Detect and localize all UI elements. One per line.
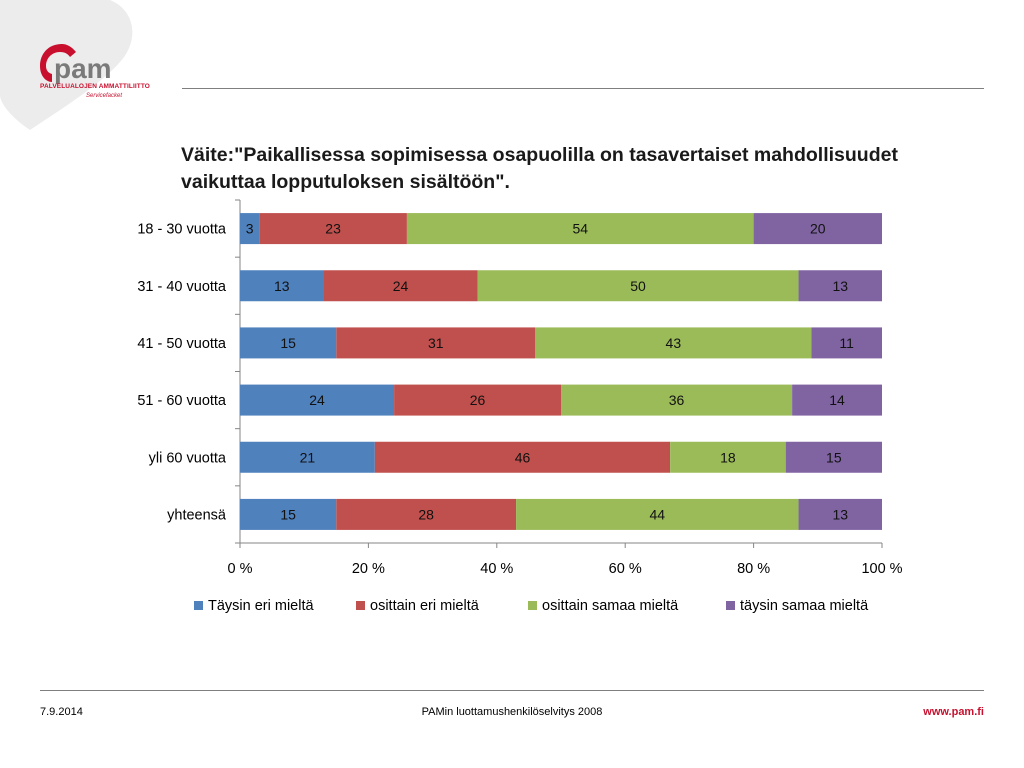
data-label: 15 <box>280 506 296 522</box>
data-label: 28 <box>418 506 434 522</box>
bar-segment <box>516 498 799 530</box>
legend-swatch <box>194 601 203 610</box>
data-label: 15 <box>826 449 842 465</box>
logo-org-sub: Servicefacket <box>86 93 123 99</box>
category-label: 18 - 30 vuotta <box>137 222 227 238</box>
data-label: 43 <box>666 335 682 351</box>
bar-segment <box>798 270 882 302</box>
bar-segment <box>374 441 671 473</box>
legend-label: osittain samaa mieltä <box>542 598 679 614</box>
bar-segment <box>785 441 882 473</box>
data-label: 54 <box>572 221 588 237</box>
x-tick-label: 40 % <box>480 561 513 577</box>
data-label: 21 <box>300 449 316 465</box>
bar-segment <box>259 213 407 245</box>
bar-segment <box>477 270 799 302</box>
footer-date: 7.9.2014 <box>40 706 83 718</box>
data-label: 44 <box>650 506 666 522</box>
category-label: yli 60 vuotta <box>149 450 227 466</box>
bar-segment <box>561 384 793 416</box>
bar-segment <box>240 384 395 416</box>
bar-segment <box>535 327 812 359</box>
x-tick-label: 20 % <box>352 561 385 577</box>
x-tick-label: 60 % <box>609 561 642 577</box>
data-label: 50 <box>630 278 646 294</box>
data-label: 15 <box>280 335 296 351</box>
bar-segment <box>323 270 478 302</box>
legend-swatch <box>356 601 365 610</box>
category-label: 31 - 40 vuotta <box>137 279 227 295</box>
legend-label: täysin samaa mieltä <box>740 598 869 614</box>
data-label: 13 <box>832 278 848 294</box>
bar-segment <box>798 498 882 530</box>
bar-segment <box>670 441 786 473</box>
bar-segment <box>336 498 517 530</box>
x-tick-label: 80 % <box>737 561 770 577</box>
bar-segment <box>394 384 561 416</box>
legend-swatch <box>528 601 537 610</box>
logo-background-shape <box>0 0 133 130</box>
data-label: 31 <box>428 335 444 351</box>
data-label: 36 <box>669 392 685 408</box>
data-label: 13 <box>832 506 848 522</box>
data-label: 24 <box>393 278 409 294</box>
bar-segment <box>240 327 337 359</box>
bar-segment <box>240 213 260 245</box>
data-label: 24 <box>309 392 325 408</box>
data-label: 11 <box>839 335 854 351</box>
data-label: 3 <box>246 221 254 237</box>
legend-label: osittain eri mieltä <box>370 598 480 614</box>
legend-label: Täysin eri mieltä <box>208 598 314 614</box>
data-label: 18 <box>720 449 736 465</box>
data-label: 46 <box>515 449 531 465</box>
data-label: 20 <box>810 221 826 237</box>
x-tick-label: 0 % <box>228 561 253 577</box>
bar-segment <box>792 384 882 416</box>
legend-swatch <box>726 601 735 610</box>
bar-segment <box>240 498 337 530</box>
data-label: 14 <box>829 392 845 408</box>
logo-text: pam <box>54 53 112 84</box>
bar-segment <box>240 270 324 302</box>
bar-segment <box>336 327 536 359</box>
footer-center-text: PAMin luottamushenkilöselvitys 2008 <box>421 706 603 718</box>
pam-logo-mark: pam <box>40 44 112 84</box>
bar-segment <box>406 213 754 245</box>
chart-title: Väite:"Paikallisessa sopimisessa osapuol… <box>181 144 898 193</box>
x-tick-label: 100 % <box>861 561 902 577</box>
bar-segment <box>753 213 882 245</box>
category-label: yhteensä <box>167 507 227 523</box>
footer-url-link[interactable]: www.pam.fi <box>923 706 984 718</box>
bar-segment <box>240 441 375 473</box>
footer-divider <box>40 690 984 691</box>
category-label: 51 - 60 vuotta <box>137 393 227 409</box>
bar-segment <box>811 327 882 359</box>
data-label: 23 <box>325 221 341 237</box>
logo-org-name: PALVELUALOJEN AMMATTILIITTO <box>40 83 150 90</box>
header-divider <box>182 88 984 89</box>
data-label: 26 <box>470 392 486 408</box>
data-label: 13 <box>274 278 290 294</box>
category-label: 41 - 50 vuotta <box>137 336 227 352</box>
